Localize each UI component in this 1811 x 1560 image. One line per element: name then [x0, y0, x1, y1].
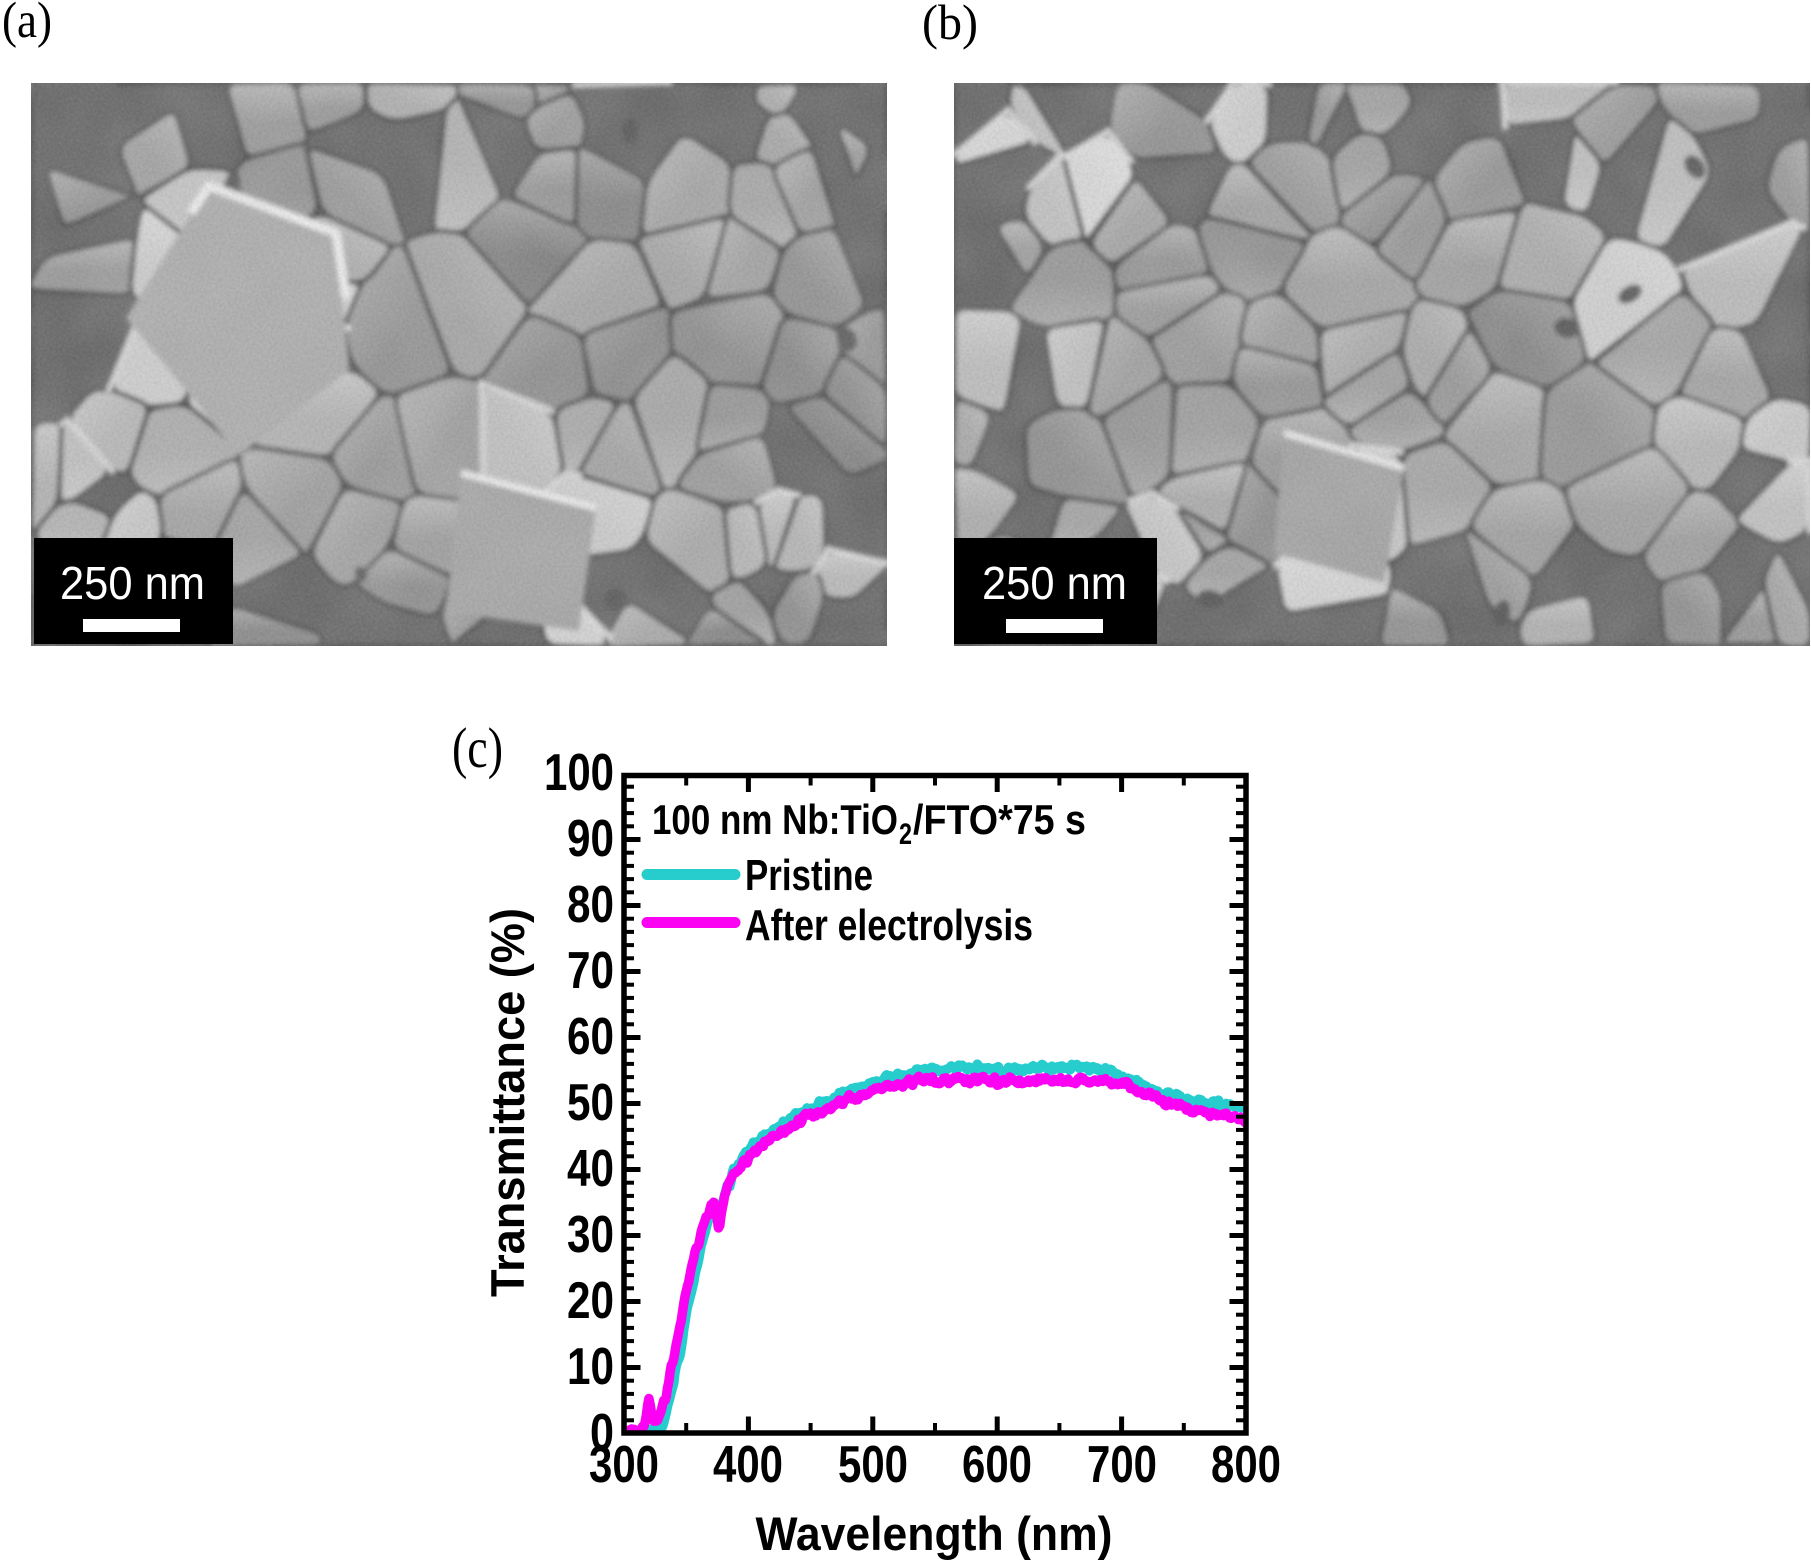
svg-text:(c): (c) — [452, 717, 503, 780]
svg-text:(a): (a) — [2, 0, 52, 49]
svg-text:100 nm Nb:TiO: 100 nm Nb:TiO — [652, 796, 898, 843]
svg-text:After electrolysis: After electrolysis — [745, 901, 1033, 950]
svg-text:80: 80 — [567, 876, 614, 934]
svg-text:500: 500 — [838, 1436, 908, 1494]
svg-text:(b): (b) — [922, 0, 978, 50]
svg-text:Transmittance (%): Transmittance (%) — [481, 908, 534, 1297]
svg-text:700: 700 — [1087, 1436, 1157, 1494]
svg-text:40: 40 — [567, 1140, 614, 1198]
svg-text:300: 300 — [589, 1436, 659, 1494]
svg-text:30: 30 — [567, 1206, 614, 1264]
svg-text:600: 600 — [962, 1436, 1032, 1494]
svg-text:/FTO*75 s: /FTO*75 s — [913, 796, 1086, 843]
svg-text:60: 60 — [567, 1008, 614, 1066]
svg-text:Pristine: Pristine — [745, 851, 873, 900]
svg-text:0: 0 — [590, 1404, 614, 1462]
svg-text:2: 2 — [899, 818, 912, 851]
svg-text:800: 800 — [1211, 1436, 1281, 1494]
svg-text:50: 50 — [567, 1074, 614, 1132]
svg-text:90: 90 — [567, 810, 614, 868]
svg-text:250 nm: 250 nm — [60, 557, 205, 609]
svg-text:20: 20 — [567, 1272, 614, 1330]
svg-text:10: 10 — [567, 1338, 614, 1396]
svg-text:100: 100 — [544, 744, 614, 802]
svg-text:Wavelength (nm): Wavelength (nm) — [756, 1507, 1113, 1560]
svg-text:400: 400 — [713, 1436, 783, 1494]
svg-text:70: 70 — [567, 942, 614, 1000]
svg-text:250 nm: 250 nm — [982, 557, 1127, 609]
